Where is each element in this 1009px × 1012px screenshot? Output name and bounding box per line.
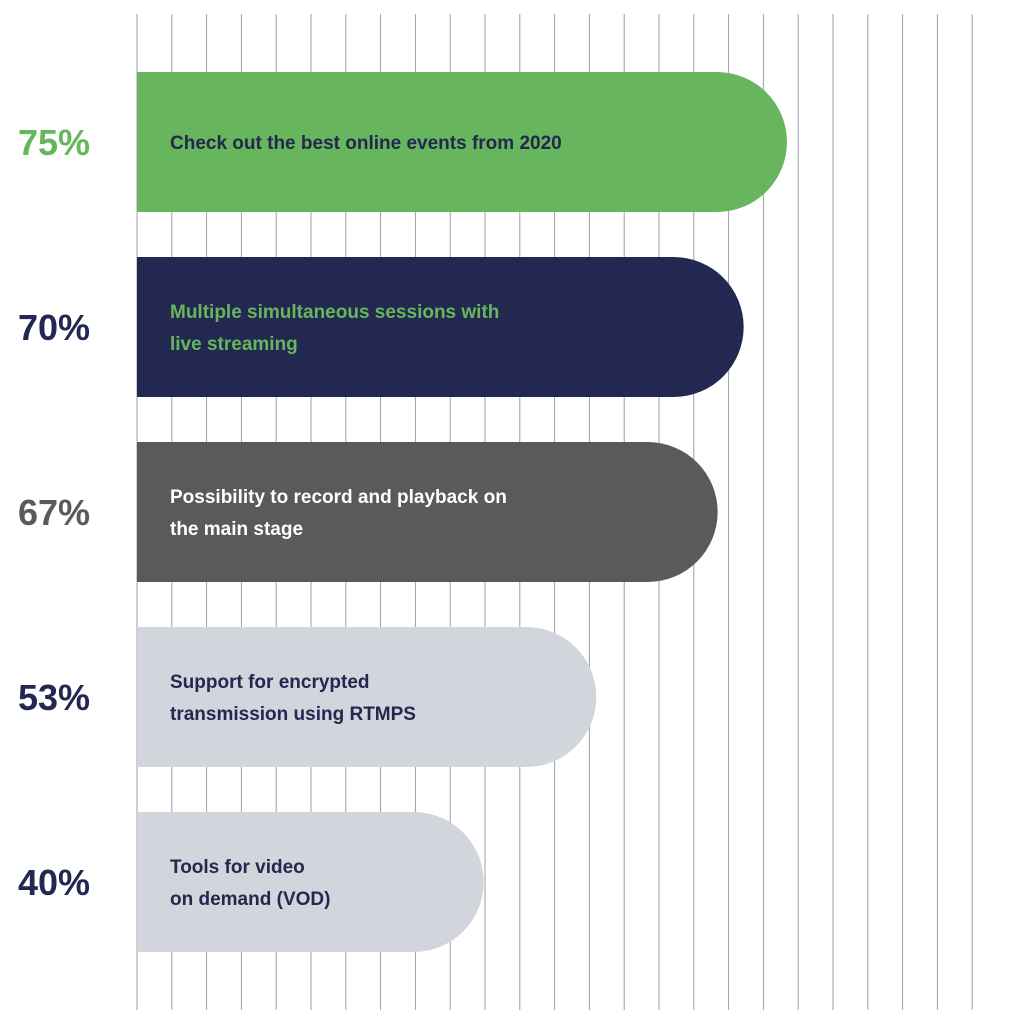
bar-group: 70% Multiple simultaneous sessions with li…: [18, 257, 744, 397]
bar-group: 53% Support for encrypted transmission usi…: [18, 627, 597, 767]
bar-group: 40% Tools for video on demand (VOD): [18, 812, 484, 952]
value-label: 40%: [18, 862, 90, 903]
category-label: on demand (VOD): [170, 889, 330, 910]
category-label: transmission using RTMPS: [170, 704, 416, 725]
bar: [137, 442, 718, 582]
value-label: 53%: [18, 677, 90, 718]
bar: [137, 257, 744, 397]
category-label: live streaming: [170, 334, 298, 355]
value-label: 67%: [18, 492, 90, 533]
category-label: Possibility to record and playback on: [170, 487, 507, 508]
bar: [137, 72, 787, 212]
value-label: 75%: [18, 122, 90, 163]
category-label: Tools for video: [170, 857, 305, 878]
bar-group: 67% Possibility to record and playback on…: [18, 442, 718, 582]
value-label: 70%: [18, 307, 90, 348]
category-label: Check out the best online events from 20…: [170, 133, 562, 154]
category-label: Support for encrypted: [170, 672, 370, 693]
bar: [137, 812, 484, 952]
category-label: Multiple simultaneous sessions with: [170, 302, 499, 323]
category-label: the main stage: [170, 519, 303, 540]
bar-group: 75% Check out the best online events from…: [18, 72, 787, 212]
bar: [137, 627, 597, 767]
